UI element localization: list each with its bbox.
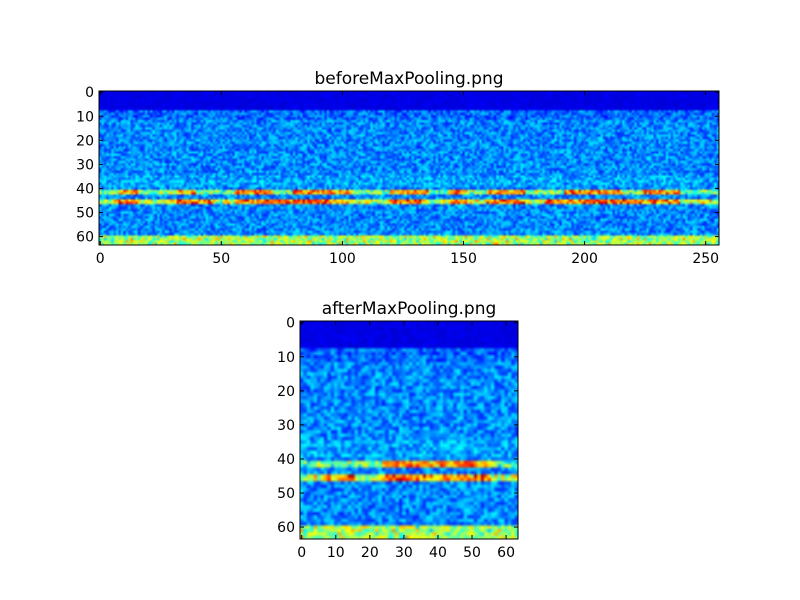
y-tick-label: 10: [277, 350, 295, 366]
y-tick-label: 20: [277, 384, 295, 400]
chart-title-after: afterMaxPooling.png: [322, 299, 497, 319]
y-tick-label: 30: [277, 418, 295, 434]
axes-frame: [98, 90, 720, 246]
x-tick-label: 0: [96, 251, 105, 267]
y-tick-label: 40: [76, 181, 94, 197]
x-tick-label: 60: [497, 545, 515, 561]
y-tick-label: 40: [277, 452, 295, 468]
x-tick-label: 50: [463, 545, 481, 561]
x-tick-label: 20: [361, 545, 379, 561]
y-tick-label: 50: [277, 486, 295, 502]
x-tick-label: 40: [429, 545, 447, 561]
x-tick-label: 50: [212, 251, 230, 267]
x-tick-label: 0: [297, 545, 306, 561]
x-tick-label: 30: [395, 545, 413, 561]
y-tick-label: 50: [76, 206, 94, 222]
y-tick-label: 20: [76, 133, 94, 149]
x-tick-label: 150: [450, 251, 477, 267]
x-tick-label: 100: [329, 251, 356, 267]
y-tick-label: 60: [277, 520, 295, 536]
x-tick-label: 200: [571, 251, 598, 267]
x-tick-label: 250: [692, 251, 719, 267]
y-tick-label: 30: [76, 157, 94, 173]
x-tick-label: 10: [327, 545, 345, 561]
chart-title-before: beforeMaxPooling.png: [314, 69, 503, 89]
heatmap-image-after: [300, 321, 518, 539]
y-tick-label: 0: [286, 316, 295, 332]
axes-frame: [299, 320, 519, 540]
y-tick-label: 10: [76, 109, 94, 125]
heatmap-image-before: [99, 91, 719, 245]
y-tick-label: 0: [85, 85, 94, 101]
y-tick-label: 60: [76, 230, 94, 246]
